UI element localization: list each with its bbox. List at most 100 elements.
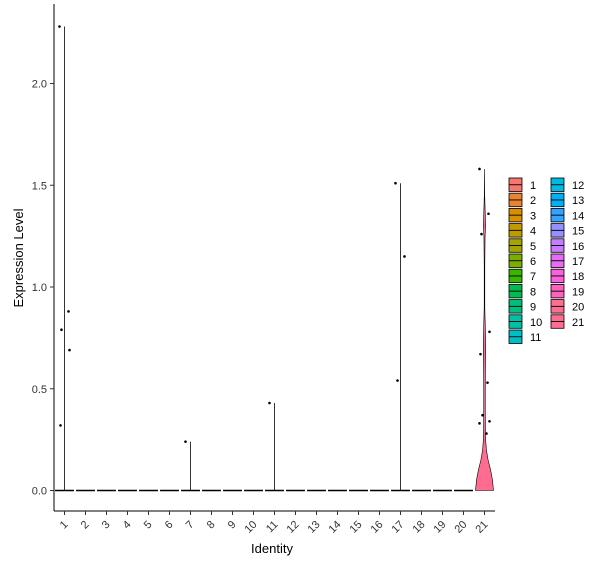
x-tick-label: 17 — [389, 519, 406, 536]
legend-label: 8 — [530, 286, 536, 298]
legend-item-21: 21 — [550, 314, 584, 329]
x-tick-label: 18 — [410, 519, 427, 536]
violin-21 — [475, 168, 494, 491]
violin-shape-21 — [475, 168, 494, 491]
legend-label: 20 — [572, 302, 584, 314]
legend-item-11: 11 — [508, 329, 541, 344]
violin-7 — [181, 441, 200, 492]
data-point — [394, 181, 397, 185]
legend-label: 3 — [530, 210, 536, 222]
x-tick-label: 15 — [347, 519, 364, 536]
x-tick-label: 7 — [184, 519, 197, 532]
x-tick-label: 1 — [58, 519, 71, 532]
x-tick-label: 6 — [163, 519, 176, 532]
x-tick-label: 21 — [473, 519, 490, 536]
violin-11 — [265, 402, 284, 492]
data-point — [481, 413, 484, 417]
legend-item-1: 1 — [508, 177, 536, 192]
x-tick-label: 11 — [264, 519, 281, 536]
data-point — [184, 440, 187, 443]
legend-item-4: 4 — [508, 223, 536, 238]
data-point — [58, 25, 61, 28]
y-tick-label: 2.0 — [32, 79, 47, 91]
y-tick-label: 0.0 — [32, 486, 47, 498]
violin-1 — [55, 26, 74, 492]
x-tick-label: 4 — [121, 519, 134, 532]
x-tick-label: 14 — [326, 519, 343, 536]
legend-item-12: 12 — [550, 177, 584, 192]
y-tick-label: 1.5 — [32, 180, 47, 192]
legend-item-16: 16 — [550, 238, 584, 253]
legend-label: 7 — [530, 271, 536, 283]
x-tick-label: 8 — [205, 519, 218, 532]
x-tick-label: 13 — [305, 519, 322, 536]
legend-item-8: 8 — [508, 283, 536, 298]
x-axis-title: Identity — [251, 541, 293, 556]
legend-label: 12 — [572, 180, 584, 192]
x-tick-label: 16 — [368, 519, 385, 536]
legend-label: 9 — [530, 302, 536, 314]
data-point — [486, 381, 489, 384]
data-point — [488, 330, 491, 334]
legend-item-14: 14 — [550, 207, 584, 222]
plot-area — [55, 25, 494, 492]
legend-item-3: 3 — [508, 207, 536, 222]
legend-item-15: 15 — [550, 223, 584, 238]
x-tick-label: 10 — [242, 519, 259, 536]
x-tick-label: 9 — [226, 519, 239, 532]
data-point — [60, 328, 63, 332]
legend-item-5: 5 — [508, 238, 536, 253]
legend-item-13: 13 — [550, 192, 584, 207]
x-tick-label: 20 — [452, 519, 469, 536]
legend-item-20: 20 — [550, 299, 584, 314]
data-point — [67, 310, 70, 313]
data-point — [59, 424, 62, 427]
data-point — [488, 420, 491, 423]
legend-item-19: 19 — [550, 283, 584, 298]
y-tick-label: 0.5 — [32, 384, 47, 396]
x-tick-label: 12 — [284, 519, 301, 536]
x-tick-label: 19 — [431, 519, 448, 536]
legend-item-7: 7 — [508, 268, 536, 283]
legend-label: 5 — [530, 241, 536, 253]
data-point — [68, 348, 71, 352]
y-tick-label: 1.0 — [32, 282, 47, 294]
data-point — [485, 432, 488, 435]
legend-label: 13 — [572, 195, 584, 207]
legend-item-10: 10 — [508, 314, 542, 329]
violin-17 — [391, 183, 410, 492]
data-point — [487, 212, 490, 216]
data-point — [478, 422, 481, 425]
legend-item-6: 6 — [508, 253, 536, 268]
legend-item-2: 2 — [508, 192, 536, 207]
legend-label: 2 — [530, 195, 536, 207]
legend-label: 21 — [572, 317, 584, 329]
legend-label: 16 — [572, 241, 584, 253]
x-tick-label: 5 — [142, 519, 155, 532]
legend-item-9: 9 — [508, 299, 536, 314]
legend-label: 17 — [572, 256, 584, 268]
y-axis-title: Expression Level — [11, 208, 26, 307]
legend-label: 11 — [530, 332, 541, 344]
legend-label: 15 — [572, 226, 584, 238]
data-point — [403, 255, 406, 258]
legend-label: 14 — [572, 210, 584, 222]
legend-item-18: 18 — [550, 268, 584, 283]
legend-label: 10 — [530, 317, 542, 329]
x-tick-label: 3 — [100, 519, 113, 532]
legend-label: 19 — [572, 286, 584, 298]
data-point — [480, 232, 483, 236]
data-point — [268, 401, 271, 405]
axes: 0.00.51.01.52.01 2 3 4 5 6 7 8 9 10 11 12 13 14 15 16 17… — [32, 4, 495, 536]
legend-item-17: 17 — [550, 253, 584, 268]
x-tick-label: 2 — [79, 519, 92, 532]
data-point — [478, 167, 481, 171]
data-point — [396, 379, 399, 382]
data-point — [479, 352, 482, 356]
legend-label: 18 — [572, 271, 584, 283]
legend-label: 1 — [530, 180, 536, 192]
legend-label: 4 — [530, 226, 536, 238]
legend-label: 6 — [530, 256, 536, 268]
